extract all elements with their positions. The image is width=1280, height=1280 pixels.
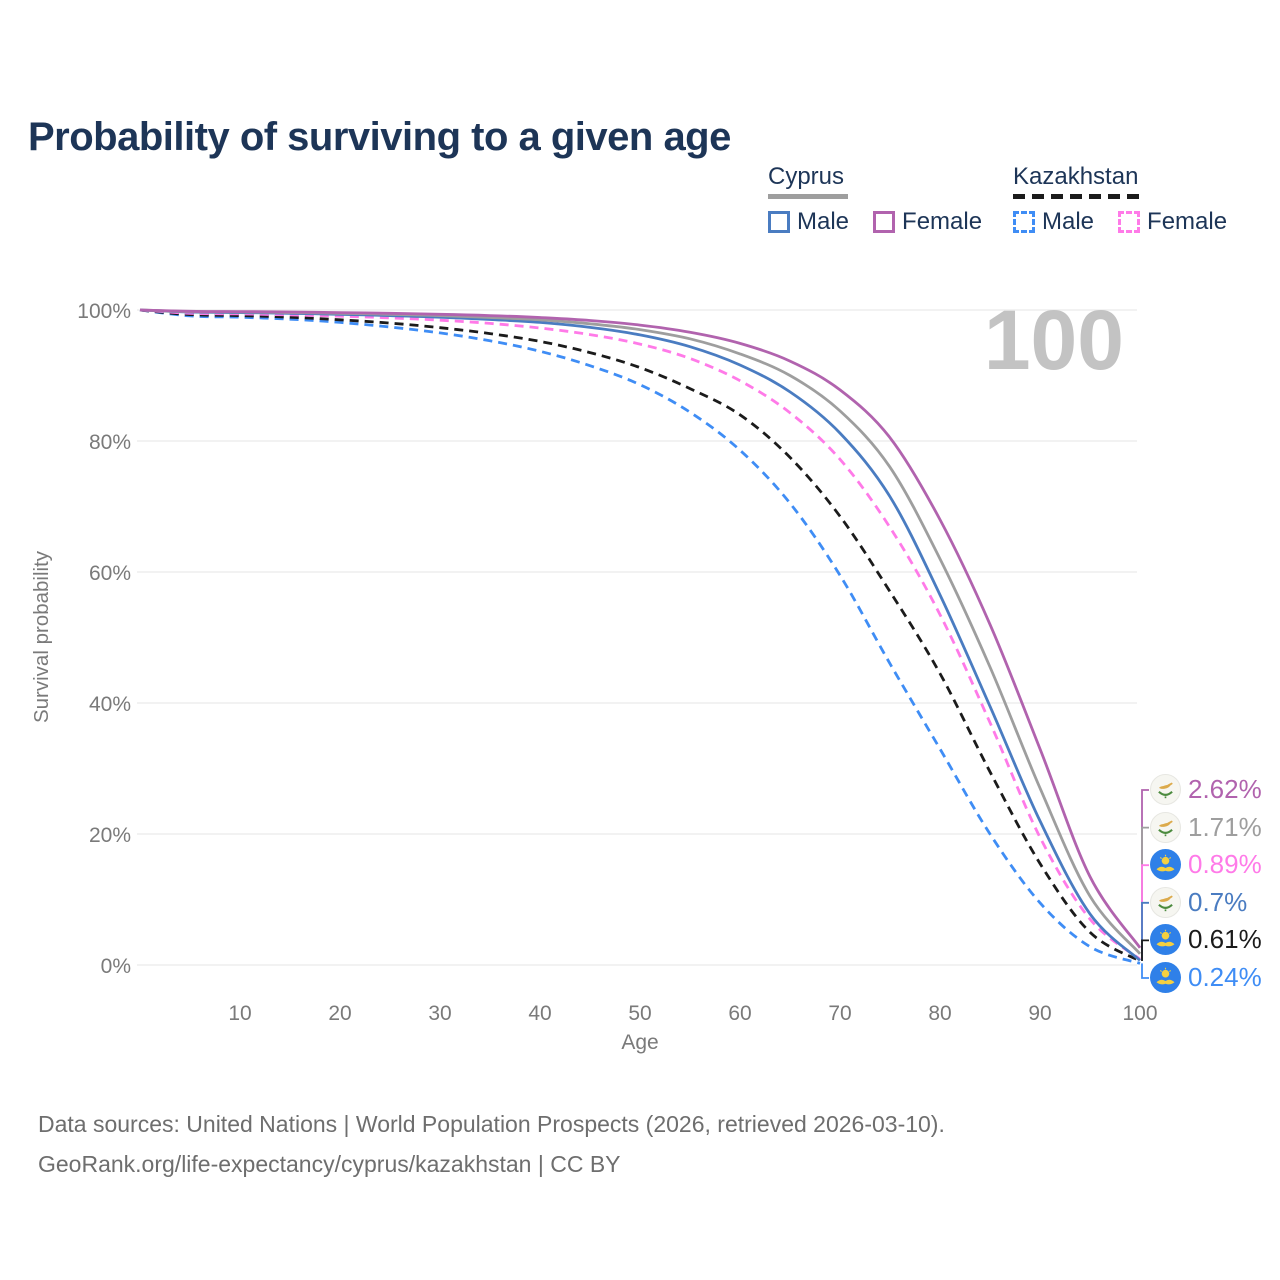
y-tick-label: 20%	[89, 824, 131, 847]
footer: Data sources: United Nations | World Pop…	[38, 1104, 945, 1184]
kazakhstan-dashed-line-sample	[1013, 194, 1141, 199]
leader-line	[1141, 939, 1149, 961]
legend-item-label: Female	[902, 208, 983, 235]
y-tick-label: 60%	[89, 562, 131, 585]
legend-item-cyprus-male[interactable]: Male	[768, 208, 849, 236]
curve-kazakhstan-both-sexes-[interactable]	[139, 308, 1141, 963]
leader-line	[1141, 789, 1149, 948]
legend-item-label: Female	[1147, 208, 1228, 235]
x-tick-label: 30	[428, 1002, 451, 1025]
y-tick-label: 100%	[77, 300, 131, 323]
x-tick-label: 10	[228, 1002, 251, 1025]
y-tick-label: 0%	[101, 955, 131, 978]
x-tick-label: 20	[328, 1002, 351, 1025]
leader-line	[1141, 826, 1149, 954]
legend-item-kazakhstan-female[interactable]: Female	[1118, 208, 1227, 236]
cyprus-female-swatch	[873, 211, 896, 233]
curve-kazakhstan-male[interactable]	[139, 308, 1141, 965]
y-axis-title: Survival probability	[30, 550, 53, 723]
kazakhstan-male-swatch	[1013, 211, 1035, 233]
leader-line	[1141, 901, 1149, 961]
x-tick-label: 90	[1028, 1002, 1051, 1025]
source-url[interactable]: GeoRank.org/life-expectancy/cyprus/kazak…	[38, 1151, 621, 1177]
x-tick-label: 40	[528, 1002, 551, 1025]
legend-item-label: Male	[797, 208, 850, 235]
y-tick-label: 80%	[89, 431, 131, 454]
curve-cyprus-female[interactable]	[139, 308, 1142, 949]
curve-cyprus-both-sexes-[interactable]	[139, 308, 1142, 955]
cyprus-solid-line-sample	[768, 194, 848, 199]
leader-line	[1141, 963, 1149, 979]
hover-age-watermark: 100	[984, 293, 1124, 387]
x-tick-label: 100	[1122, 1002, 1157, 1025]
data-sources-note: Data sources: United Nations | World Pop…	[38, 1111, 945, 1137]
legend-item-label: Male	[1042, 208, 1095, 235]
legend-header-kazakhstan: Kazakhstan	[1013, 163, 1139, 190]
page-title: Probability of surviving to a given age	[28, 114, 731, 159]
x-tick-label: 50	[628, 1002, 651, 1025]
x-tick-label: 80	[928, 1002, 951, 1025]
legend-item-cyprus-female[interactable]: Female	[873, 208, 982, 236]
y-tick-label: 40%	[89, 693, 131, 716]
leader-line	[1141, 864, 1149, 960]
x-axis-title: Age	[621, 1031, 658, 1054]
kazakhstan-female-swatch	[1118, 211, 1141, 233]
chart-legend: Cyprus Male Female Kazakhstan Male Femal…	[0, 163, 1280, 247]
x-tick-label: 60	[728, 1002, 751, 1025]
legend-group-cyprus: Cyprus Male Female	[768, 163, 982, 236]
cyprus-male-swatch	[768, 211, 790, 233]
legend-group-kazakhstan: Kazakhstan Male Female	[1013, 163, 1227, 236]
curve-cyprus-male[interactable]	[139, 308, 1141, 962]
legend-item-kazakhstan-male[interactable]: Male	[1013, 208, 1094, 236]
curve-kazakhstan-female[interactable]	[139, 308, 1141, 961]
x-tick-label: 70	[828, 1002, 851, 1025]
legend-header-cyprus: Cyprus	[768, 163, 845, 190]
